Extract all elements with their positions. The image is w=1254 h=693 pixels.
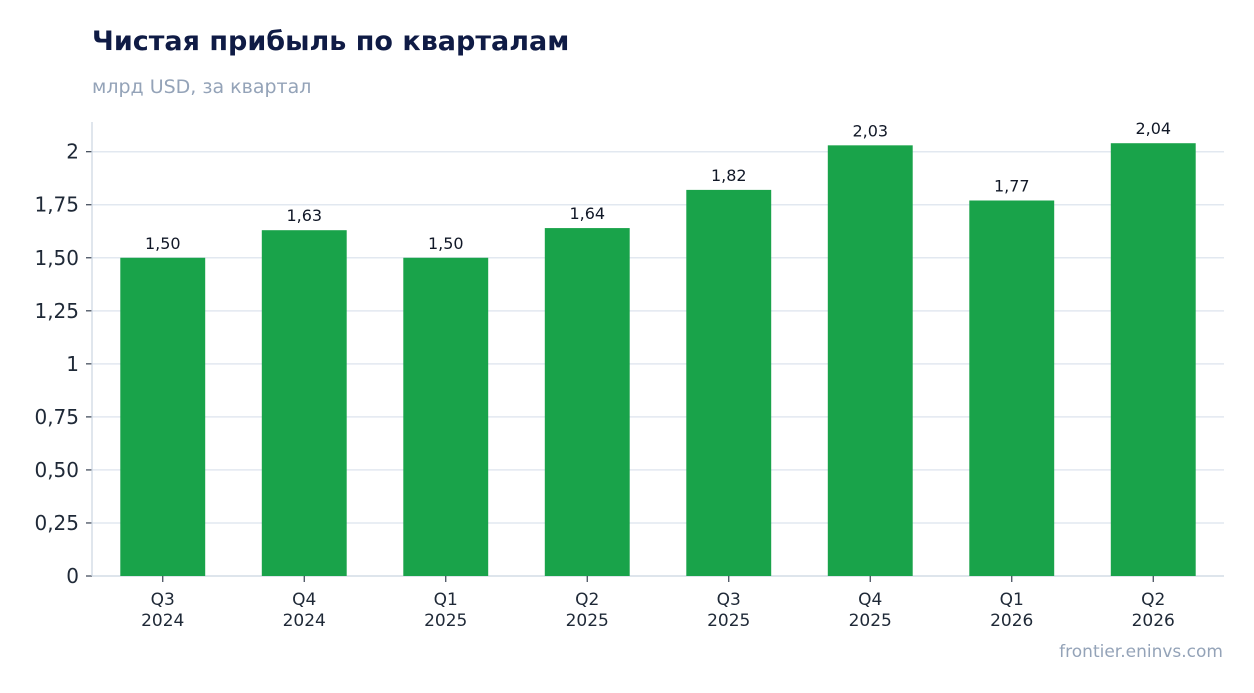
axes: 00,250,500,7511,251,501,752Q32024Q42024Q… bbox=[34, 122, 1224, 631]
y-tick-label: 1,50 bbox=[34, 246, 79, 270]
y-tick-label: 1,25 bbox=[34, 299, 79, 323]
x-tick-label-year: 2026 bbox=[990, 611, 1033, 631]
x-tick-label-year: 2026 bbox=[1132, 611, 1175, 631]
x-tick-label-quarter: Q2 bbox=[1141, 590, 1165, 610]
x-tick-label-quarter: Q1 bbox=[1000, 590, 1024, 610]
bars bbox=[120, 143, 1196, 577]
bar bbox=[261, 230, 347, 576]
data-label: 1,63 bbox=[286, 206, 322, 225]
data-label: 2,04 bbox=[1135, 119, 1171, 138]
chart-subtitle: млрд USD, за квартал bbox=[92, 76, 312, 98]
x-tick-label-year: 2024 bbox=[141, 611, 184, 631]
bar bbox=[120, 257, 206, 576]
x-tick-label-year: 2025 bbox=[849, 611, 892, 631]
chart-title: Чистая прибыль по кварталам bbox=[92, 26, 570, 57]
y-tick-label: 0,25 bbox=[34, 511, 79, 535]
data-label: 1,77 bbox=[994, 176, 1030, 195]
bar bbox=[686, 189, 772, 576]
x-tick-label-year: 2025 bbox=[424, 611, 467, 631]
x-tick-label-quarter: Q3 bbox=[717, 590, 741, 610]
x-tick-label-quarter: Q2 bbox=[575, 590, 599, 610]
bar bbox=[827, 145, 913, 577]
y-tick-label: 1 bbox=[66, 352, 79, 376]
x-tick-label-year: 2025 bbox=[566, 611, 609, 631]
data-label: 2,03 bbox=[852, 121, 888, 140]
source-credit: frontier.eninvs.com bbox=[1059, 642, 1223, 662]
data-label: 1,82 bbox=[711, 166, 747, 185]
x-tick-label-quarter: Q4 bbox=[858, 590, 882, 610]
data-label: 1,50 bbox=[145, 234, 181, 253]
y-tick-label: 0,50 bbox=[34, 458, 79, 482]
bar bbox=[969, 200, 1055, 576]
data-label: 1,50 bbox=[428, 234, 464, 253]
bar bbox=[1110, 143, 1196, 576]
bar bbox=[403, 257, 489, 576]
y-tick-label: 1,75 bbox=[34, 193, 79, 217]
x-tick-label-year: 2024 bbox=[283, 611, 326, 631]
data-label: 1,64 bbox=[569, 204, 605, 223]
bar bbox=[544, 228, 630, 576]
x-tick-label-quarter: Q3 bbox=[151, 590, 175, 610]
y-tick-label: 2 bbox=[66, 140, 79, 164]
x-tick-label-quarter: Q1 bbox=[434, 590, 458, 610]
x-tick-label-quarter: Q4 bbox=[292, 590, 316, 610]
x-tick-label-year: 2025 bbox=[707, 611, 750, 631]
y-tick-label: 0 bbox=[66, 564, 79, 588]
labels: 1,50 1,63 1,50 1,64 1,82 2,03 1,77 2,04 bbox=[145, 119, 1171, 253]
y-tick-label: 0,75 bbox=[34, 405, 79, 429]
